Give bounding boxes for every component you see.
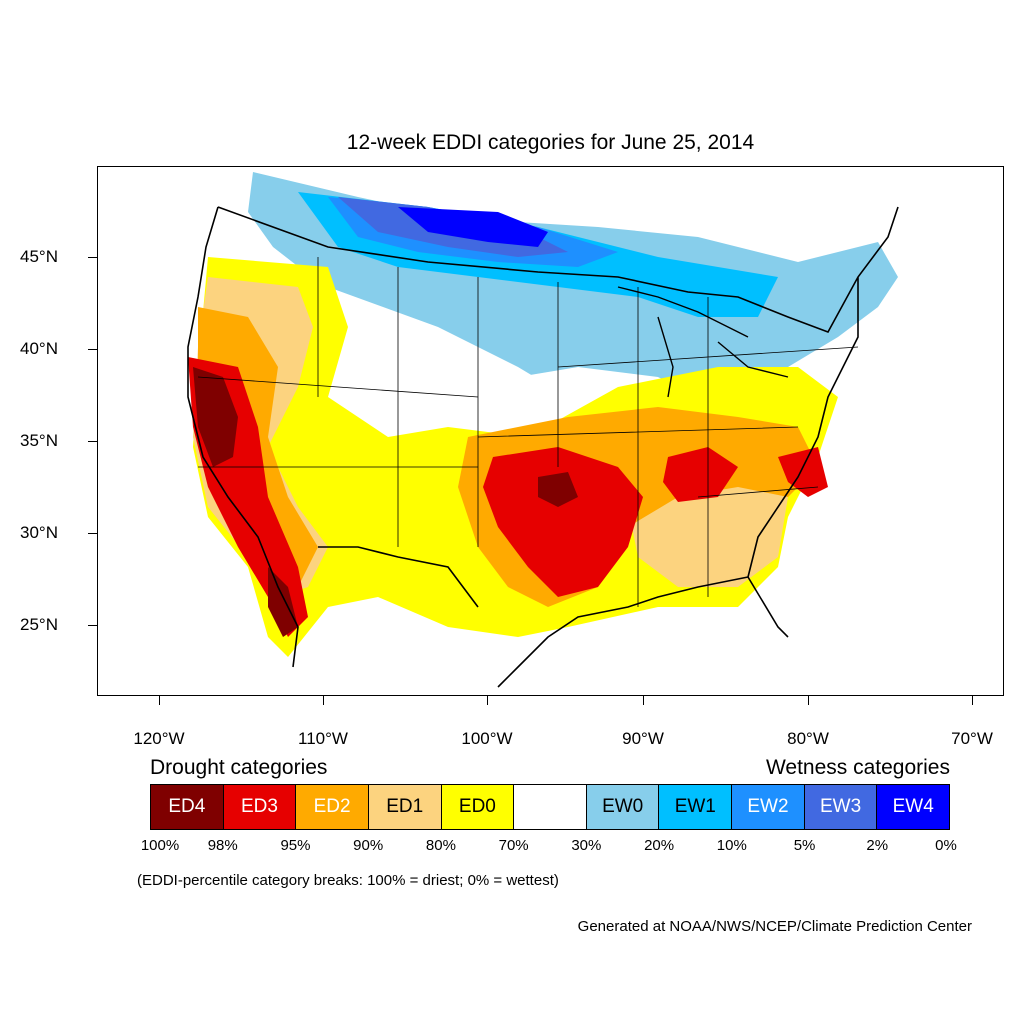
- lon-tick-mark: [643, 696, 644, 705]
- lon-tick-mark: [323, 696, 324, 705]
- lon-tick-mark: [808, 696, 809, 705]
- lon-tick-mark: [487, 696, 488, 705]
- region-normal-central: [318, 287, 568, 427]
- region-ed4-baja: [268, 567, 298, 637]
- lon-tick-mark: [159, 696, 160, 705]
- percentile-label: 98%: [207, 837, 238, 854]
- lat-tick-label: 45°N: [20, 247, 58, 266]
- lat-tick-label: 30°N: [20, 523, 58, 542]
- region-ed4-ca: [193, 367, 238, 467]
- percentile-label: 100%: [140, 837, 180, 854]
- percentile-label: 10%: [716, 837, 747, 854]
- state-lines: [197, 257, 859, 607]
- lon-tick-mark: [972, 696, 973, 705]
- percentile-label: 80%: [425, 837, 456, 854]
- lon-tick-label: 70°W: [951, 729, 993, 748]
- lon-tick-label: 90°W: [622, 729, 664, 748]
- lat-tick-mark: [88, 441, 97, 442]
- percentile-label: 90%: [353, 837, 384, 854]
- percentile-label: 70%: [498, 837, 529, 854]
- region-ed3-nc: [778, 447, 828, 497]
- category-legend: ED4 ED3 ED2 ED1 ED0 EW0 EW1 EW2 EW3 EW4: [150, 784, 950, 830]
- legend-box-ed2: ED2: [296, 785, 369, 829]
- lon-tick-label: 100°W: [461, 729, 513, 748]
- great-lakes: [617, 286, 789, 398]
- legend-box-normal: [514, 785, 587, 829]
- legend-box-ed0: ED0: [441, 785, 515, 829]
- lat-tick-mark: [88, 257, 97, 258]
- eddi-map: [187, 172, 899, 688]
- legend-box-ew3: EW3: [804, 785, 878, 829]
- legend-box-ew0: EW0: [586, 785, 660, 829]
- percentile-label: 20%: [644, 837, 675, 854]
- percentile-label: 5%: [793, 837, 816, 854]
- legend-box-ed4: ED4: [151, 785, 224, 829]
- wetness-categories-heading: Wetness categories: [765, 756, 950, 779]
- legend-box-ew4: EW4: [877, 785, 950, 829]
- map-title: 12-week EDDI categories for June 25, 201…: [346, 131, 755, 154]
- conus-outline: [187, 206, 899, 688]
- map-panel: [97, 166, 1004, 696]
- percentile-label: 95%: [280, 837, 311, 854]
- percentile-label: 30%: [571, 837, 602, 854]
- category-fills: [188, 172, 898, 657]
- percentile-label: 2%: [866, 837, 889, 854]
- lat-tick-label: 35°N: [20, 431, 58, 450]
- legend-box-ed3: ED3: [223, 785, 297, 829]
- lon-tick-label: 120°W: [133, 729, 185, 748]
- region-ed3-central: [483, 447, 643, 597]
- percentile-label: 0%: [935, 837, 957, 854]
- boundaries: [187, 206, 899, 688]
- legend-box-ew2: EW2: [732, 785, 805, 829]
- drought-categories-heading: Drought categories: [150, 756, 328, 779]
- category-note: (EDDI-percentile category breaks: 100% =…: [137, 872, 559, 889]
- region-ed3-tn: [663, 447, 738, 502]
- lat-tick-mark: [88, 349, 97, 350]
- legend-box-ew1: EW1: [659, 785, 733, 829]
- lat-tick-label: 40°N: [20, 339, 58, 358]
- region-ed4-ok: [538, 472, 578, 507]
- lat-tick-label: 25°N: [20, 615, 58, 634]
- credit-line: Generated at NOAA/NWS/NCEP/Climate Predi…: [577, 918, 972, 935]
- lat-tick-mark: [88, 625, 97, 626]
- legend-box-ed1: ED1: [368, 785, 442, 829]
- lat-tick-mark: [88, 533, 97, 534]
- region-ew4: [398, 207, 548, 247]
- lon-tick-label: 110°W: [298, 729, 348, 748]
- lon-tick-label: 80°W: [787, 729, 829, 748]
